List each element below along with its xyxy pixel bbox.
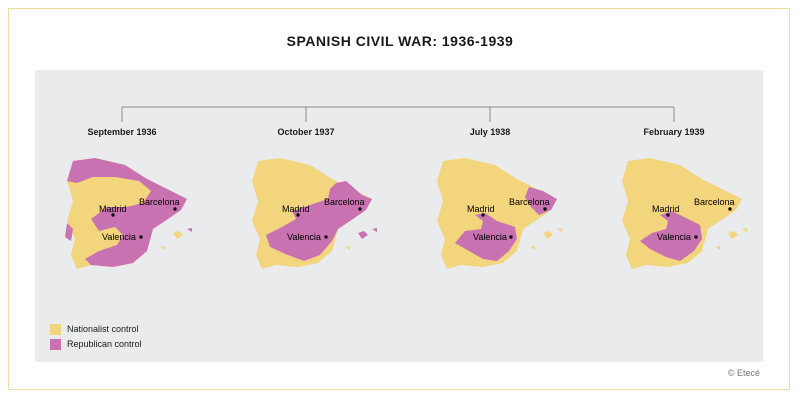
legend: Nationalist control Republican control [50,322,142,352]
republican-area [640,211,702,261]
madrid-label: Madrid [652,204,680,214]
barcelona-label: Barcelona [139,197,180,207]
madrid-dot [481,213,485,217]
map-oct-1937: Madrid Barcelona Valencia [252,158,377,269]
legend-item-republican: Republican control [50,337,142,351]
republican-area [67,158,187,267]
period-label-1937: October 1937 [277,127,335,137]
nationalist-swatch [50,323,61,335]
legend-label-nationalist: Nationalist control [67,324,139,334]
valencia-dot [324,235,328,239]
valencia-label: Valencia [287,232,321,242]
valencia-dot [694,235,698,239]
period-label-1936: September 1936 [87,127,157,137]
madrid-label: Madrid [467,204,495,214]
valencia-dot [509,235,513,239]
republican-area [266,181,372,261]
period-label-1938: July 1938 [469,127,511,137]
barcelona-dot [728,207,732,211]
barcelona-dot [543,207,547,211]
republican-area [525,187,557,215]
madrid-label: Madrid [282,204,310,214]
valencia-label: Valencia [657,232,691,242]
barcelona-label: Barcelona [324,197,365,207]
legend-item-nationalist: Nationalist control [50,322,142,336]
barcelona-dot [173,207,177,211]
madrid-dot [111,213,115,217]
valencia-dot [139,235,143,239]
madrid-label: Madrid [99,204,127,214]
barcelona-dot [358,207,362,211]
map-title: SPANISH CIVIL WAR: 1936-1939 [286,33,514,49]
map-sep-1936: Madrid Barcelona Valencia [65,158,192,269]
outer-frame [8,8,790,390]
valencia-label: Valencia [473,232,507,242]
period-label-1939: February 1939 [643,127,705,137]
republican-swatch [50,338,61,350]
legend-label-republican: Republican control [67,339,142,349]
valencia-label: Valencia [102,232,136,242]
map-feb-1939: Madrid Barcelona Valencia [622,158,747,269]
map-jul-1938: Madrid Barcelona Valencia [437,158,562,269]
timeline-connector [121,106,675,122]
madrid-dot [296,213,300,217]
republican-area [455,213,517,261]
credit-text: © Etecé [727,368,760,378]
madrid-dot [666,213,670,217]
barcelona-label: Barcelona [509,197,550,207]
barcelona-label: Barcelona [694,197,735,207]
